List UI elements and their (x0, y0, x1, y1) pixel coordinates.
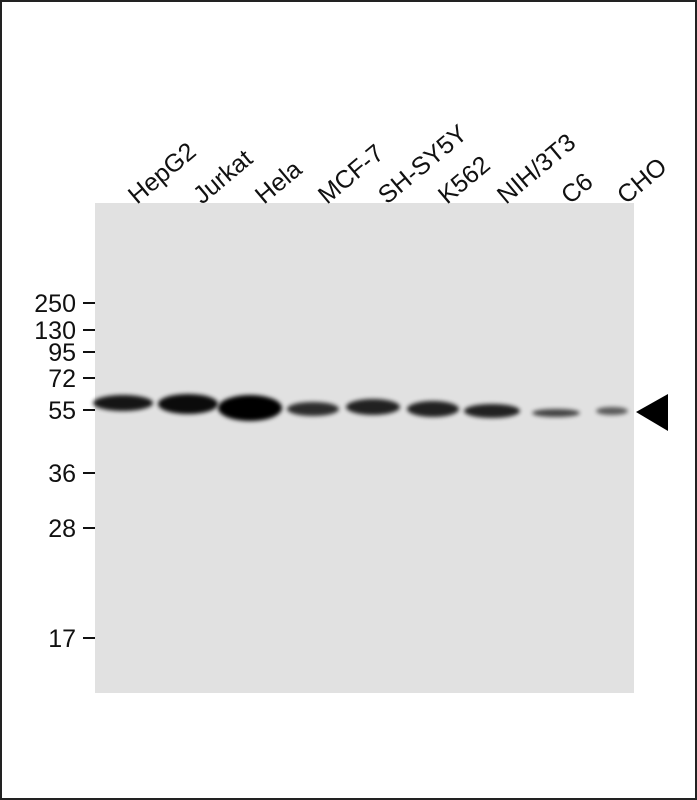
blot-membrane (95, 203, 634, 693)
protein-band (346, 399, 400, 415)
marker-label: 55 (48, 397, 76, 425)
marker-label: 72 (48, 365, 76, 393)
protein-band (407, 401, 459, 417)
protein-band (464, 404, 520, 418)
marker-label: 95 (48, 339, 76, 367)
protein-band (532, 409, 580, 417)
marker-label: 28 (48, 515, 76, 543)
protein-band (218, 395, 282, 421)
band-arrow (636, 394, 668, 431)
protein-band (93, 395, 153, 411)
marker-label: 36 (48, 460, 76, 488)
protein-band (158, 394, 218, 414)
marker-label: 130 (34, 317, 76, 345)
marker-label: 250 (34, 290, 76, 318)
marker-label: 17 (48, 625, 76, 653)
protein-band (287, 402, 339, 416)
protein-band (596, 407, 628, 415)
